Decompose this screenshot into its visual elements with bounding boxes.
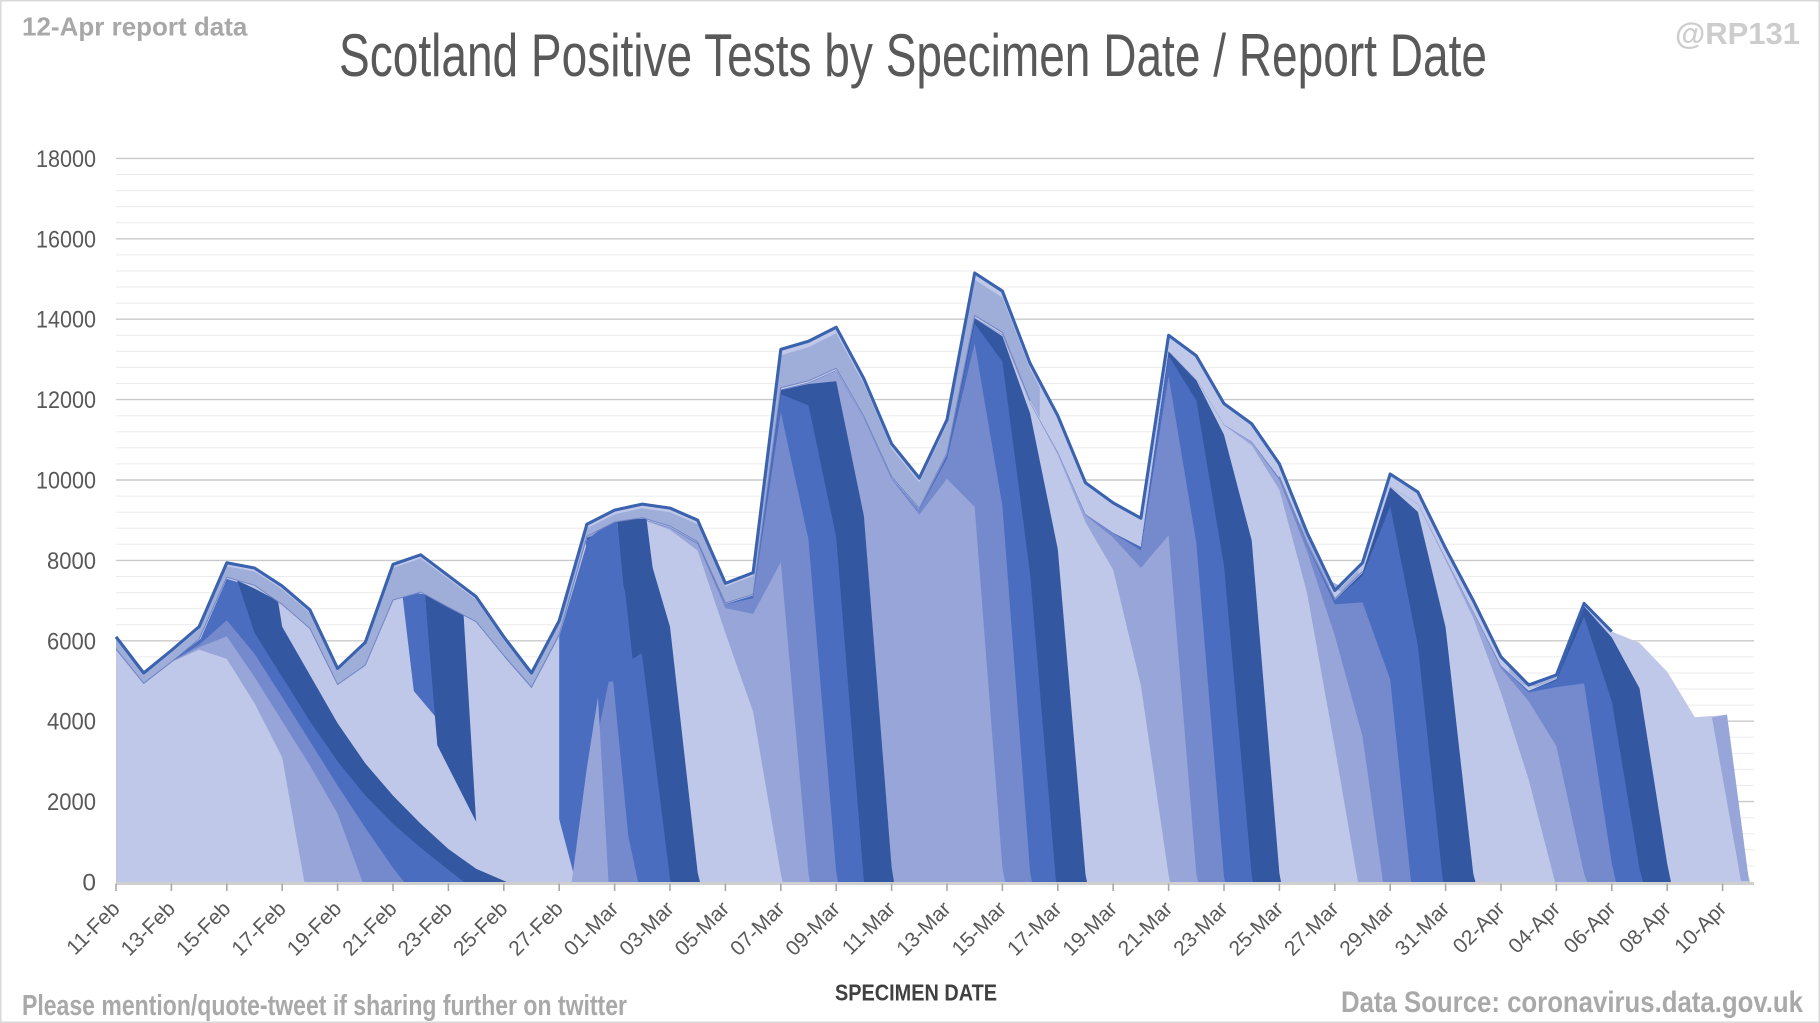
svg-text:14000: 14000 (36, 307, 96, 334)
svg-text:SPECIMEN DATE: SPECIMEN DATE (835, 980, 997, 1006)
svg-text:12000: 12000 (36, 387, 96, 414)
svg-text:8000: 8000 (47, 548, 96, 575)
svg-text:Please mention/quote-tweet if: Please mention/quote-tweet if sharing fu… (22, 990, 627, 1022)
svg-text:Data Source: coronavirus.data.: Data Source: coronavirus.data.gov.uk (1341, 986, 1803, 1019)
svg-text:0: 0 (82, 870, 96, 897)
svg-text:2000: 2000 (47, 789, 96, 816)
svg-text:16000: 16000 (36, 226, 96, 253)
svg-text:12-Apr report data: 12-Apr report data (22, 12, 248, 42)
svg-text:10000: 10000 (36, 468, 96, 495)
svg-text:@RP131: @RP131 (1675, 16, 1800, 51)
svg-text:18000: 18000 (36, 146, 96, 173)
svg-text:6000: 6000 (47, 628, 96, 655)
svg-text:4000: 4000 (47, 709, 96, 736)
svg-text:Scotland Positive Tests by Spe: Scotland Positive Tests by Specimen Date… (339, 22, 1487, 89)
